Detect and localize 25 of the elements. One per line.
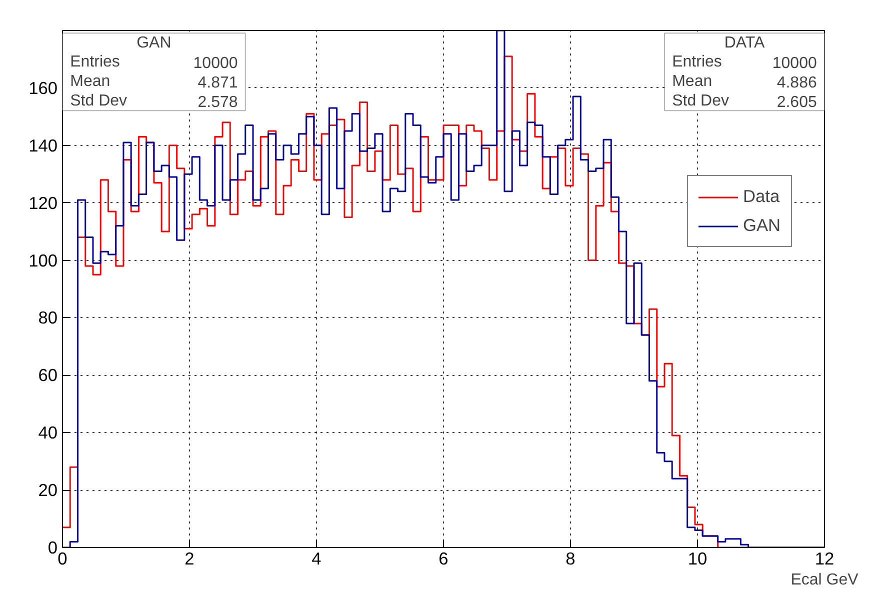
y-tick-label: 20 bbox=[38, 480, 58, 500]
text: Mean 4.886 bbox=[672, 73, 817, 92]
x-tick-label: 2 bbox=[184, 548, 194, 568]
legend-label: Data bbox=[743, 186, 780, 207]
legend-label: GAN bbox=[743, 215, 781, 236]
x-tick-label: 6 bbox=[438, 548, 448, 568]
text: Entries 10000 bbox=[672, 54, 817, 72]
y-tick-label: 100 bbox=[28, 250, 58, 270]
text: Entries 10000 bbox=[70, 54, 238, 72]
text: Std Dev 2.605 bbox=[672, 92, 817, 111]
y-tick-label: 160 bbox=[28, 78, 58, 98]
y-tick-label: 140 bbox=[28, 135, 58, 156]
y-tick-label: 60 bbox=[38, 365, 58, 386]
annotation: GAN bbox=[136, 34, 172, 52]
y-tick-label: 120 bbox=[28, 192, 58, 213]
x-axis-title: Ecal GeV bbox=[790, 572, 859, 588]
annotation: DATA bbox=[724, 34, 765, 52]
text: Mean 4.871 bbox=[70, 73, 238, 92]
x-tick-label: 8 bbox=[566, 548, 576, 568]
y-tick-label: 40 bbox=[38, 422, 58, 443]
y-tick-label: 80 bbox=[38, 308, 58, 328]
text: Std Dev 2.578 bbox=[70, 92, 238, 111]
x-tick-label: 12 bbox=[814, 548, 834, 568]
x-tick-label: 10 bbox=[688, 548, 708, 568]
x-tick-label: 4 bbox=[312, 548, 322, 568]
